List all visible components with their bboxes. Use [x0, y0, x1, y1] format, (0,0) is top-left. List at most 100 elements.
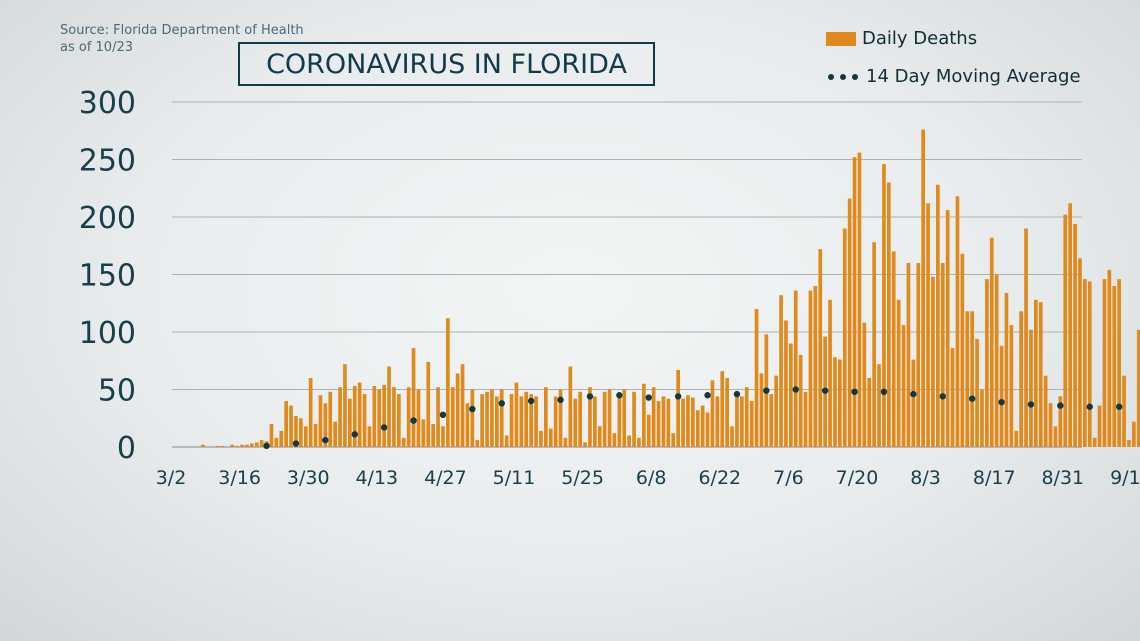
bar: [715, 396, 720, 447]
bar: [686, 395, 690, 447]
bar: [911, 359, 916, 447]
bar: [607, 389, 612, 447]
bar: [632, 391, 636, 447]
bar: [740, 396, 744, 447]
bar: [1097, 405, 1102, 447]
bar: [818, 249, 823, 447]
bar: [1112, 286, 1117, 447]
bar: [254, 442, 259, 447]
moving-average-series: [263, 386, 1123, 450]
bar: [294, 415, 298, 447]
x-tick-label: 3/30: [287, 467, 330, 489]
x-tick-label: 5/25: [561, 467, 604, 489]
bar: [367, 426, 372, 447]
bar: [798, 355, 803, 447]
average-point: [704, 392, 711, 399]
bar: [833, 357, 837, 447]
bar: [735, 394, 739, 447]
bar: [671, 433, 676, 447]
bar: [1117, 279, 1121, 447]
bar: [220, 445, 225, 447]
bar: [691, 397, 695, 447]
bar: [744, 387, 749, 447]
average-point: [616, 392, 623, 399]
bar: [284, 401, 288, 447]
x-tick-label: 9/14: [1110, 467, 1140, 489]
x-tick-label: 7/6: [773, 467, 804, 489]
bar: [622, 389, 627, 447]
bar: [842, 228, 847, 447]
bar: [480, 394, 484, 447]
bar: [1107, 269, 1112, 447]
bar: [646, 414, 651, 447]
bar: [627, 435, 631, 447]
y-tick-label: 200: [79, 201, 136, 236]
bar: [544, 387, 548, 447]
average-point: [351, 431, 358, 438]
x-tick-label: 3/2: [156, 467, 187, 489]
average-point: [645, 394, 652, 401]
legend-label-moving-average: 14 Day Moving Average: [866, 66, 1081, 87]
bar: [749, 401, 754, 447]
bar: [495, 396, 499, 447]
x-tick-label: 3/16: [218, 467, 261, 489]
bar: [857, 152, 862, 447]
bar: [1058, 396, 1063, 447]
x-tick-label: 7/20: [836, 467, 879, 489]
bar: [357, 382, 362, 447]
bar: [201, 444, 205, 447]
average-point: [851, 388, 858, 395]
bar: [720, 371, 725, 447]
average-point: [968, 395, 976, 402]
source-note: Source: Florida Department of Health as …: [60, 22, 304, 56]
x-tick-label: 6/22: [698, 467, 741, 489]
bar: [779, 295, 783, 447]
dotted-line-icon: [828, 73, 858, 80]
average-point: [1027, 401, 1035, 408]
bar: [1034, 299, 1038, 447]
x-tick-label: 8/17: [973, 467, 1016, 489]
bar: [583, 442, 587, 447]
bar: [534, 396, 538, 447]
bar: [789, 343, 793, 447]
bar: [338, 387, 342, 447]
y-tick-label: 0: [117, 431, 136, 466]
bar: [299, 418, 303, 447]
average-point: [763, 387, 770, 394]
bar: [558, 389, 563, 447]
bar: [426, 361, 431, 447]
average-point: [821, 387, 829, 394]
bar: [436, 387, 440, 447]
bar: [416, 389, 421, 447]
bar: [887, 182, 891, 447]
bar: [784, 320, 788, 447]
bar-swatch-icon: [826, 31, 856, 46]
bar: [1048, 403, 1053, 447]
bar: [548, 428, 553, 447]
average-point: [792, 386, 799, 393]
bar: [999, 345, 1004, 447]
bar: [1083, 279, 1087, 447]
bar: [1063, 214, 1068, 447]
bar: [446, 318, 450, 447]
bar: [387, 366, 391, 447]
bar: [578, 391, 582, 447]
bar: [700, 405, 705, 447]
bar: [397, 394, 401, 447]
bar: [803, 391, 808, 447]
bar: [1078, 258, 1082, 447]
bar: [240, 444, 244, 447]
bar: [960, 253, 965, 447]
average-point: [557, 396, 564, 404]
bar: [1053, 426, 1058, 447]
average-point: [674, 393, 682, 400]
bar: [1043, 375, 1048, 447]
bar: [372, 386, 377, 447]
bar: [269, 424, 274, 447]
bar: [1068, 203, 1072, 447]
y-tick-label: 300: [79, 86, 136, 121]
bar: [279, 430, 284, 447]
bar: [955, 196, 960, 447]
y-tick-label: 50: [98, 374, 136, 409]
bar: [529, 394, 533, 447]
